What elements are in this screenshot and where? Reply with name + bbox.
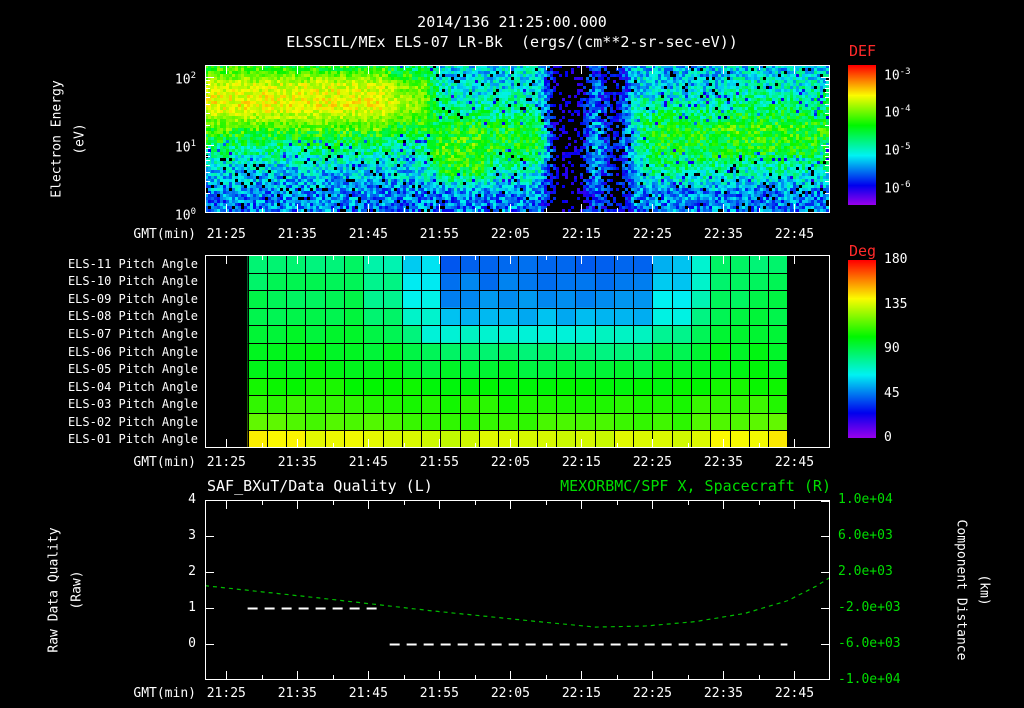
time-tick-label: 21:25 xyxy=(200,455,252,471)
time-tick-label: 22:05 xyxy=(484,227,536,243)
quality-tick-label: 1 xyxy=(166,600,196,616)
time-tick-label: 21:35 xyxy=(271,686,323,702)
distance-tick-label: -2.0e+03 xyxy=(838,600,901,616)
time-tick-label: 22:45 xyxy=(768,455,820,471)
flux-colorbar-tick-label: 10-6 xyxy=(884,177,911,197)
time-tick-label: 21:55 xyxy=(413,455,465,471)
distance-axis-label: Component Distance xyxy=(954,520,969,661)
time-tick-label: 22:25 xyxy=(626,686,678,702)
deg-colorbar-tick-label: 45 xyxy=(884,386,900,402)
energy-tick-label: 102 xyxy=(156,68,196,88)
time-tick-label: 21:55 xyxy=(413,227,465,243)
distance-tick-label: 6.0e+03 xyxy=(838,528,893,544)
gmt-axis-caption-2: GMT(min) xyxy=(100,455,196,471)
time-tick-label: 21:25 xyxy=(200,686,252,702)
time-tick-label: 21:35 xyxy=(271,227,323,243)
flux-colorbar-tick-label: 10-4 xyxy=(884,101,911,121)
quality-tick-label: 4 xyxy=(166,492,196,508)
pitch-row-label: ELS-11 Pitch Angle xyxy=(58,256,198,272)
distance-tick-label: -6.0e+03 xyxy=(838,636,901,652)
distance-axis-units-label: (km) xyxy=(977,574,992,605)
pitch-row-label: ELS-03 Pitch Angle xyxy=(58,396,198,412)
time-tick-label: 22:15 xyxy=(555,227,607,243)
distance-tick-label: 2.0e+03 xyxy=(838,564,893,580)
energy-tick-label: 100 xyxy=(156,204,196,224)
time-tick-label: 22:15 xyxy=(555,686,607,702)
plot-figure: 2014/136 21:25:00.000 ELSSCIL/MEx ELS-07… xyxy=(0,0,1024,708)
pitch-row-label: ELS-06 Pitch Angle xyxy=(58,344,198,360)
time-tick-label: 21:55 xyxy=(413,686,465,702)
time-tick-label: 21:45 xyxy=(342,227,394,243)
pitch-row-label: ELS-08 Pitch Angle xyxy=(58,308,198,324)
time-tick-label: 22:25 xyxy=(626,227,678,243)
energy-tick-label: 101 xyxy=(156,136,196,156)
energy-spectrogram-canvas xyxy=(205,65,830,213)
time-tick-label: 21:45 xyxy=(342,686,394,702)
time-tick-label: 22:45 xyxy=(768,227,820,243)
quality-tick-label: 3 xyxy=(166,528,196,544)
quality-axis-label: Raw Data Quality xyxy=(47,527,62,652)
time-tick-label: 21:35 xyxy=(271,455,323,471)
time-tick-label: 22:35 xyxy=(697,227,749,243)
time-tick-label: 21:25 xyxy=(200,227,252,243)
energy-axis-label: Electron Energy xyxy=(50,80,65,197)
time-tick-label: 22:05 xyxy=(484,686,536,702)
time-tick-label: 22:35 xyxy=(697,455,749,471)
time-tick-label: 22:05 xyxy=(484,455,536,471)
pitch-colorbar-canvas xyxy=(848,260,876,438)
def-colorbar-title: DEF xyxy=(849,42,876,60)
pitch-row-label: ELS-01 Pitch Angle xyxy=(58,431,198,447)
deg-colorbar-tick-label: 0 xyxy=(884,430,892,446)
quality-tick-label: 0 xyxy=(166,636,196,652)
deg-colorbar-tick-label: 180 xyxy=(884,252,907,268)
energy-axis-units-label: (eV) xyxy=(73,123,88,154)
pitch-row-label: ELS-05 Pitch Angle xyxy=(58,361,198,377)
energy-colorbar-canvas xyxy=(848,65,876,205)
time-tick-label: 22:45 xyxy=(768,686,820,702)
deg-colorbar-tick-label: 90 xyxy=(884,341,900,357)
plot-datetime-title: 2014/136 21:25:00.000 xyxy=(0,13,1024,31)
pitch-row-label: ELS-09 Pitch Angle xyxy=(58,291,198,307)
bottom-right-series-title: MEXORBMC/SPF X, Spacecraft (R) xyxy=(0,477,831,495)
time-tick-label: 22:35 xyxy=(697,686,749,702)
gmt-axis-caption-3: GMT(min) xyxy=(100,686,196,702)
quality-axis-units-label: (Raw) xyxy=(70,570,85,609)
pitch-row-label: ELS-02 Pitch Angle xyxy=(58,414,198,430)
gmt-axis-caption-1: GMT(min) xyxy=(100,227,196,243)
pitch-row-label: ELS-04 Pitch Angle xyxy=(58,379,198,395)
line-plot-canvas xyxy=(205,500,830,680)
pitch-row-label: ELS-07 Pitch Angle xyxy=(58,326,198,342)
time-tick-label: 21:45 xyxy=(342,455,394,471)
pitch-angle-canvas xyxy=(205,255,830,448)
pitch-row-label: ELS-10 Pitch Angle xyxy=(58,273,198,289)
time-tick-label: 22:15 xyxy=(555,455,607,471)
distance-tick-label: -1.0e+04 xyxy=(838,672,901,688)
flux-colorbar-tick-label: 10-5 xyxy=(884,139,911,159)
quality-tick-label: 2 xyxy=(166,564,196,580)
deg-colorbar-tick-label: 135 xyxy=(884,297,907,313)
time-tick-label: 22:25 xyxy=(626,455,678,471)
flux-colorbar-tick-label: 10-3 xyxy=(884,64,911,84)
distance-tick-label: 1.0e+04 xyxy=(838,492,893,508)
deg-colorbar-title: Deg xyxy=(849,242,876,260)
